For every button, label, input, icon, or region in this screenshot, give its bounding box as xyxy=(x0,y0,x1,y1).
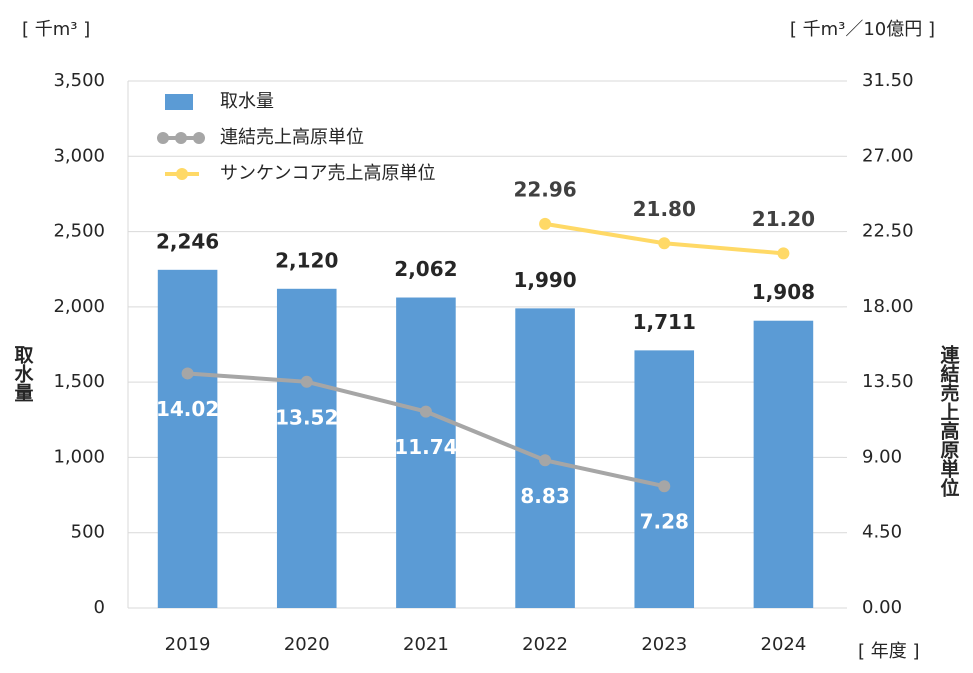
legend-label: 連結売上高原単位 xyxy=(220,127,364,148)
legend-label: 取水量 xyxy=(220,91,274,112)
x-tick-label: 2021 xyxy=(403,634,449,655)
y-tick-label: 3,000 xyxy=(53,145,105,166)
legend-swatch xyxy=(165,94,193,110)
y2-tick-label: 13.50 xyxy=(862,371,914,392)
line-marker xyxy=(658,480,671,493)
y-tick-label: 2,000 xyxy=(53,296,105,317)
line-marker xyxy=(777,247,790,260)
line-marker xyxy=(419,405,432,418)
bar-value-label: 2,120 xyxy=(275,248,338,272)
legend-swatch xyxy=(175,132,187,144)
legend-swatch xyxy=(176,168,188,180)
line-marker xyxy=(300,375,313,388)
y2-tick-label: 31.50 xyxy=(862,70,914,91)
x-tick-label: 2019 xyxy=(165,634,211,655)
y-tick-label: 500 xyxy=(71,522,105,543)
line-marker xyxy=(539,217,552,230)
y2-tick-label: 27.00 xyxy=(862,145,914,166)
bar xyxy=(634,350,695,608)
y-tick-label: 0 xyxy=(94,597,105,618)
bar-value-label: 1,990 xyxy=(513,268,576,292)
line-value-label: 14.02 xyxy=(156,397,219,421)
legend-label: サンケンコア売上高原単位 xyxy=(220,163,435,184)
line-marker xyxy=(539,454,552,467)
bar xyxy=(753,320,814,608)
legend-swatch xyxy=(193,132,205,144)
line-value-label: 13.52 xyxy=(275,405,338,429)
line-value-label: 22.96 xyxy=(513,177,576,201)
legend-swatch xyxy=(157,132,169,144)
y2-tick-label: 22.50 xyxy=(862,221,914,242)
line-marker xyxy=(658,237,671,250)
bar xyxy=(396,297,456,608)
y-tick-label: 3,500 xyxy=(53,70,105,91)
bar-value-label: 2,246 xyxy=(156,229,219,253)
bar-value-label: 1,908 xyxy=(752,280,815,304)
line-value-label: 21.20 xyxy=(752,207,815,231)
x-tick-label: 2023 xyxy=(641,634,687,655)
y2-tick-label: 0.00 xyxy=(862,597,902,618)
x-tick-label: 2024 xyxy=(761,634,807,655)
y-tick-label: 1,500 xyxy=(53,371,105,392)
y-axis-title: 取水量 xyxy=(12,345,34,402)
bar-value-label: 2,062 xyxy=(394,257,457,281)
line-value-label: 11.74 xyxy=(394,435,457,459)
line-value-label: 21.80 xyxy=(633,197,696,221)
y2-tick-label: 9.00 xyxy=(862,446,902,467)
bar xyxy=(157,269,218,608)
line-value-label: 8.83 xyxy=(520,484,569,508)
line-marker xyxy=(181,367,194,380)
y2-tick-label: 18.00 xyxy=(862,296,914,317)
y-unit-label: [ 千m³ ] xyxy=(22,19,90,40)
y-tick-label: 2,500 xyxy=(53,221,105,242)
y2-unit-label: [ 千m³／10億円 ] xyxy=(790,19,935,40)
x-tick-label: 2020 xyxy=(284,634,330,655)
y-tick-label: 1,000 xyxy=(53,446,105,467)
y2-tick-label: 4.50 xyxy=(862,522,902,543)
line-value-label: 7.28 xyxy=(640,510,689,534)
x-tick-label: 2022 xyxy=(522,634,568,655)
y2-axis-title: 連結売上高原単位 xyxy=(938,344,960,498)
bar-value-label: 1,711 xyxy=(633,310,696,334)
x-unit-label: [ 年度 ] xyxy=(858,641,920,662)
bar xyxy=(276,288,337,608)
